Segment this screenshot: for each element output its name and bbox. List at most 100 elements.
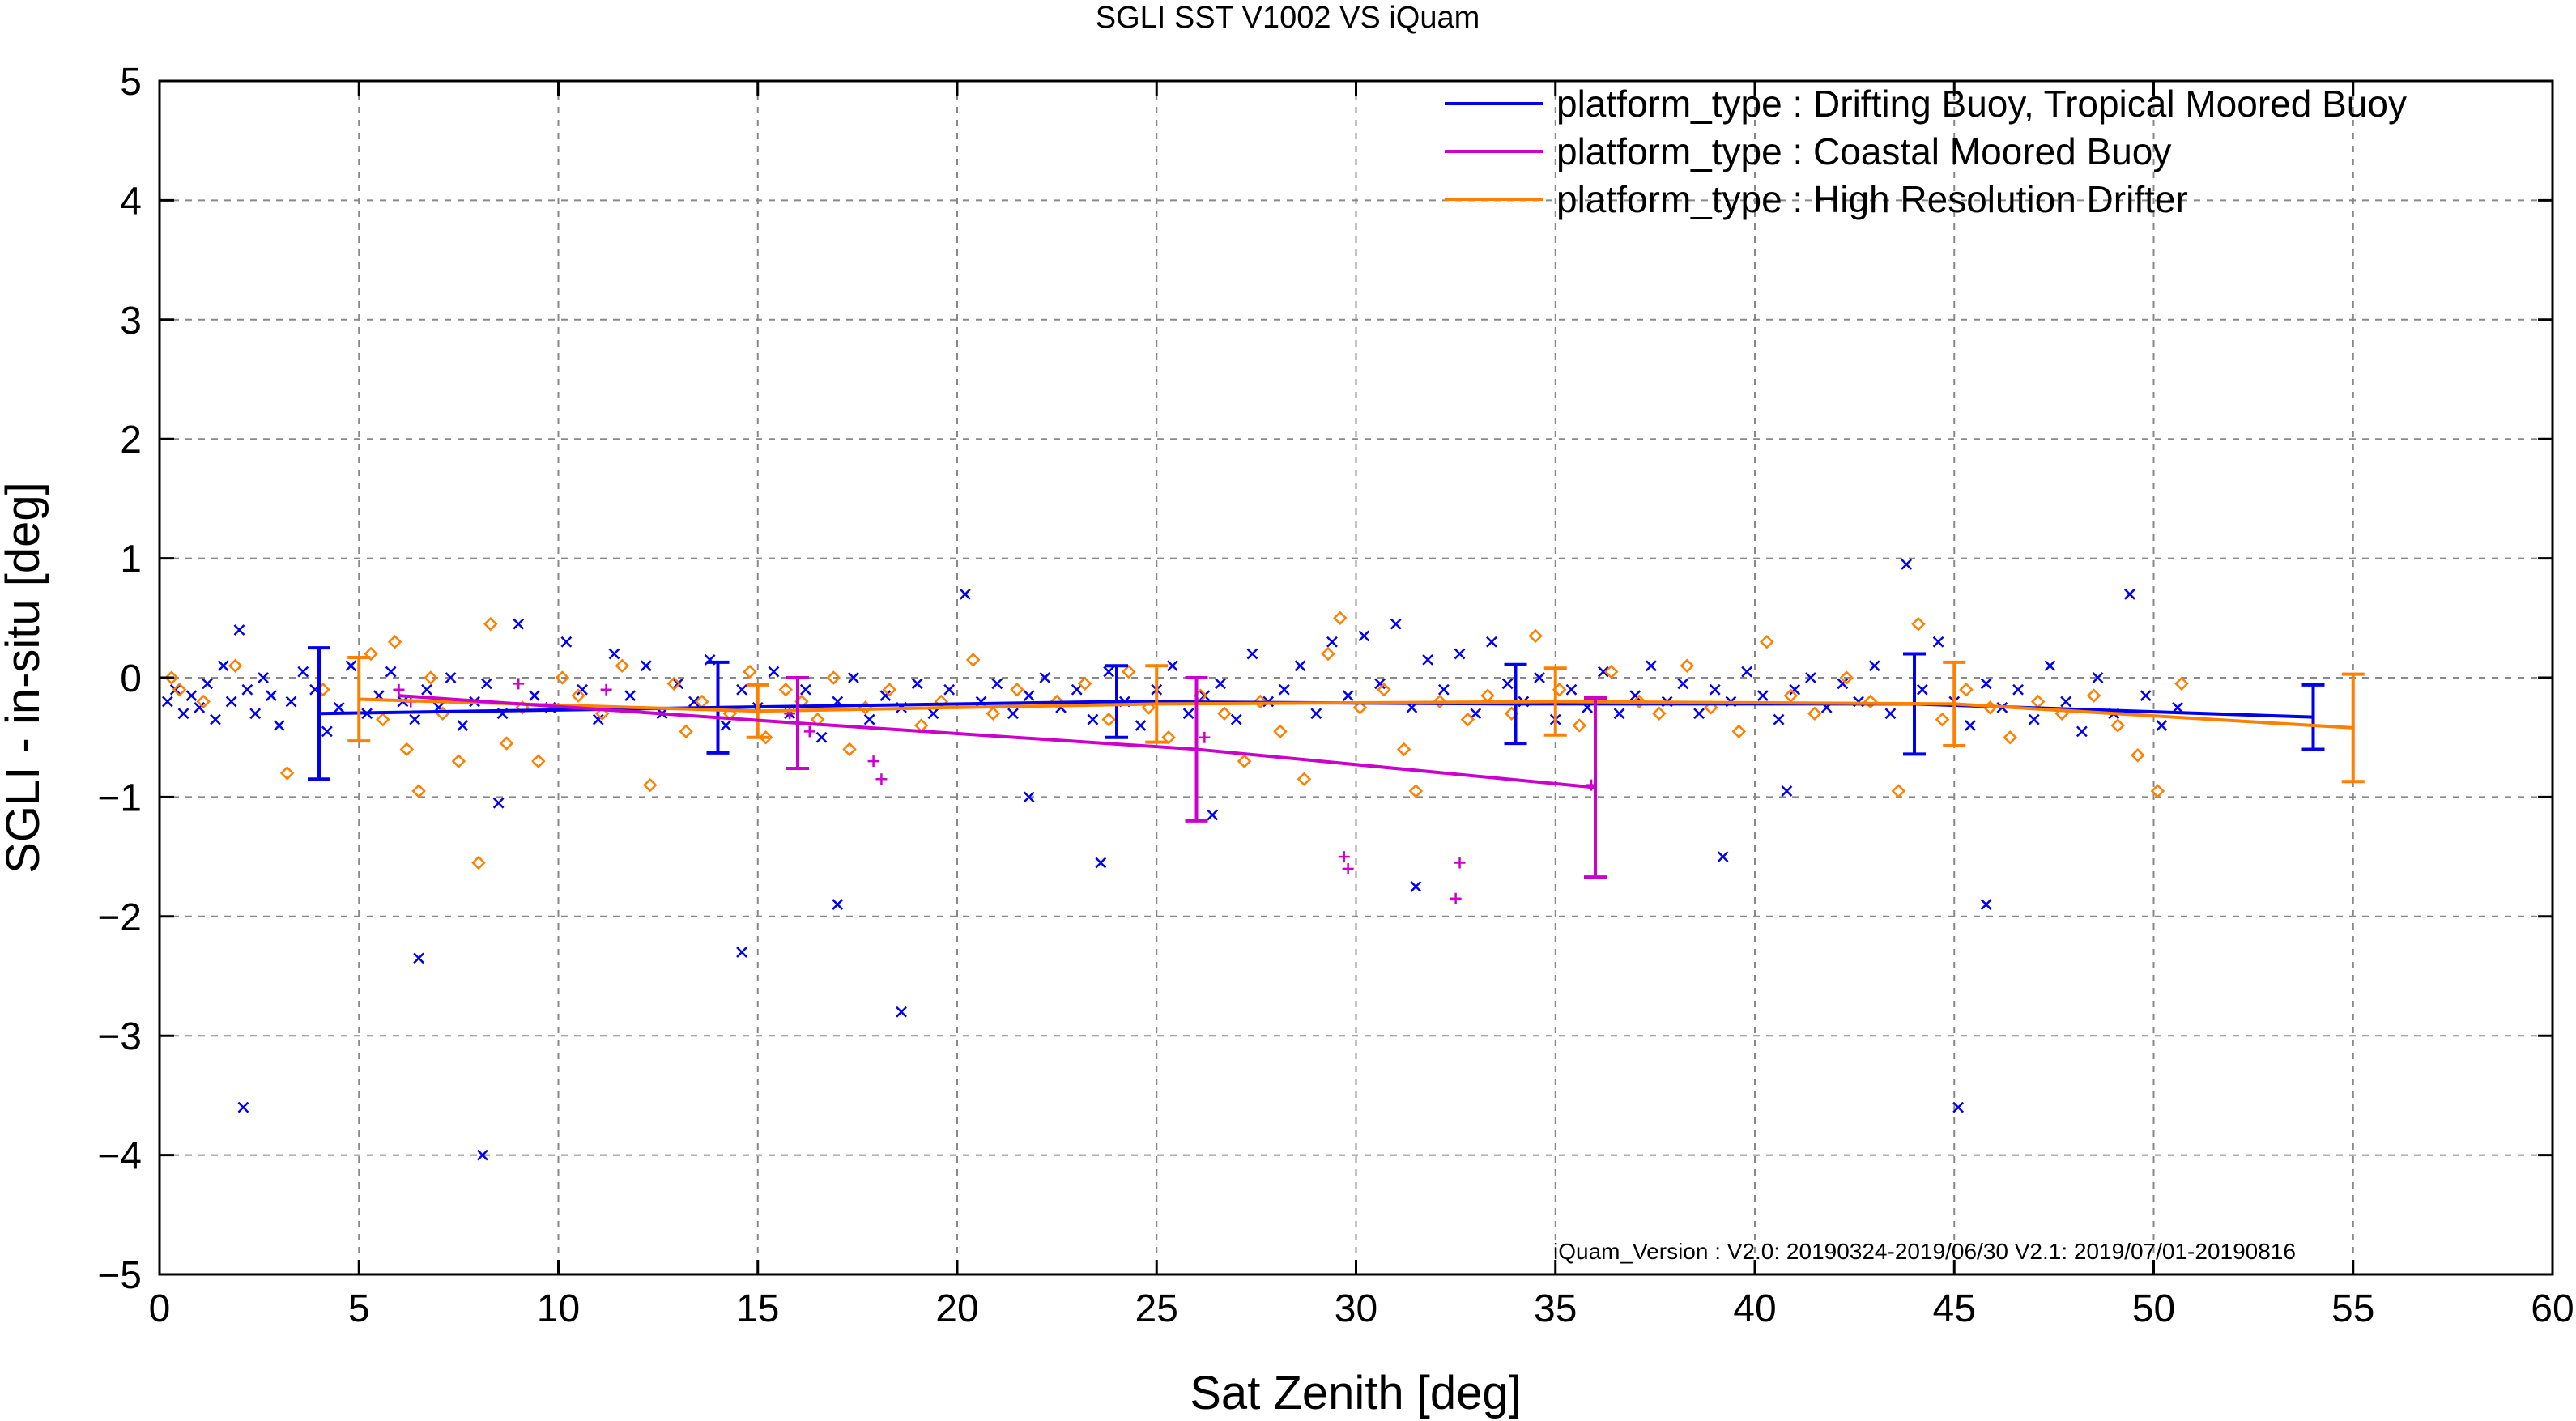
data-point bbox=[409, 713, 421, 725]
data-point bbox=[1839, 670, 1854, 685]
data-point bbox=[1717, 851, 1729, 862]
data-point bbox=[1731, 724, 1747, 739]
data-point bbox=[1980, 899, 1992, 910]
x-tick-label: 15 bbox=[736, 1287, 779, 1330]
data-point bbox=[736, 947, 747, 958]
data-point bbox=[1652, 706, 1667, 721]
data-point bbox=[1377, 682, 1391, 697]
data-point bbox=[513, 618, 525, 630]
data-point bbox=[1693, 708, 1705, 720]
legend-label: platform_type : Coastal Moored Buoy bbox=[1556, 130, 2171, 172]
data-point bbox=[1901, 559, 1913, 570]
data-point bbox=[233, 624, 245, 636]
data-point bbox=[1480, 688, 1495, 703]
data-point bbox=[399, 742, 415, 757]
data-point bbox=[1321, 646, 1335, 662]
data-point bbox=[2076, 725, 2088, 738]
data-point bbox=[202, 678, 213, 690]
data-point bbox=[1632, 694, 1646, 709]
mean-line bbox=[398, 694, 1596, 789]
data-point bbox=[2110, 718, 2125, 733]
data-point bbox=[185, 690, 198, 701]
data-point bbox=[1103, 666, 1115, 678]
x-tick-label: 10 bbox=[537, 1287, 580, 1330]
data-point bbox=[1408, 784, 1424, 798]
data-point bbox=[413, 952, 425, 964]
data-point bbox=[1680, 658, 1695, 674]
data-point bbox=[896, 1006, 907, 1018]
data-point bbox=[1358, 630, 1370, 642]
data-point bbox=[1278, 683, 1290, 696]
data-point bbox=[672, 678, 684, 690]
data-point bbox=[172, 682, 187, 697]
data-point bbox=[1470, 708, 1482, 720]
data-point bbox=[1911, 616, 1926, 632]
data-point bbox=[1297, 772, 1312, 787]
data-point bbox=[2124, 588, 2135, 600]
data-point bbox=[943, 683, 956, 696]
data-point bbox=[1246, 648, 1258, 660]
data-point bbox=[477, 1149, 488, 1161]
data-point bbox=[1182, 708, 1194, 720]
data-point bbox=[1629, 690, 1641, 701]
data-point bbox=[624, 690, 637, 701]
data-point bbox=[385, 666, 397, 678]
data-point bbox=[991, 678, 1003, 690]
data-point bbox=[1007, 708, 1019, 720]
data-point bbox=[285, 696, 297, 708]
data-point bbox=[492, 797, 505, 809]
data-point bbox=[592, 713, 604, 725]
y-tick-label: −2 bbox=[97, 896, 142, 939]
y-tick-label: 3 bbox=[120, 300, 142, 342]
data-point bbox=[2172, 701, 2183, 713]
data-point bbox=[196, 694, 211, 709]
data-point bbox=[1010, 682, 1024, 697]
data-point bbox=[1789, 683, 1801, 696]
data-point bbox=[2156, 720, 2168, 731]
data-point bbox=[480, 678, 492, 690]
data-point bbox=[2140, 690, 2152, 701]
data-point bbox=[297, 666, 309, 678]
data-point bbox=[451, 754, 466, 768]
data-point bbox=[1410, 881, 1422, 892]
error-bar bbox=[1105, 664, 1128, 739]
y-tick-label: −3 bbox=[97, 1015, 142, 1058]
error-bar bbox=[2341, 672, 2365, 784]
data-point bbox=[364, 646, 378, 662]
data-point bbox=[600, 683, 612, 696]
data-point bbox=[376, 712, 390, 727]
series-0-points bbox=[161, 559, 2183, 1161]
data-point bbox=[615, 658, 630, 674]
error-bar bbox=[1504, 662, 1527, 746]
grid bbox=[160, 81, 2553, 1274]
data-point bbox=[1390, 618, 1402, 630]
data-point bbox=[1217, 706, 1232, 721]
data-point bbox=[2092, 672, 2104, 683]
data-point bbox=[1122, 664, 1136, 679]
data-point bbox=[1230, 713, 1242, 725]
data-point bbox=[1342, 862, 1354, 874]
data-point bbox=[1613, 708, 1625, 720]
data-point bbox=[1965, 720, 1976, 731]
data-point bbox=[210, 713, 221, 725]
data-point bbox=[513, 678, 525, 690]
data-point bbox=[2030, 694, 2046, 709]
data-point bbox=[1952, 1101, 1965, 1113]
data-point bbox=[1342, 690, 1354, 701]
series-layer bbox=[161, 559, 2365, 1161]
data-point bbox=[279, 766, 295, 781]
data-point bbox=[1884, 708, 1897, 720]
data-point bbox=[1161, 730, 1176, 745]
data-point bbox=[1077, 676, 1092, 691]
y-tick-label: −4 bbox=[97, 1135, 142, 1178]
data-point bbox=[1454, 857, 1466, 869]
data-point bbox=[531, 754, 546, 768]
data-point bbox=[1534, 672, 1545, 683]
data-point bbox=[169, 683, 181, 696]
data-point bbox=[986, 706, 1001, 721]
x-tick-label: 5 bbox=[348, 1287, 370, 1330]
series-1-mean bbox=[398, 676, 1607, 879]
data-point bbox=[1095, 857, 1107, 869]
data-point bbox=[1422, 654, 1434, 666]
error-bar bbox=[347, 655, 371, 743]
